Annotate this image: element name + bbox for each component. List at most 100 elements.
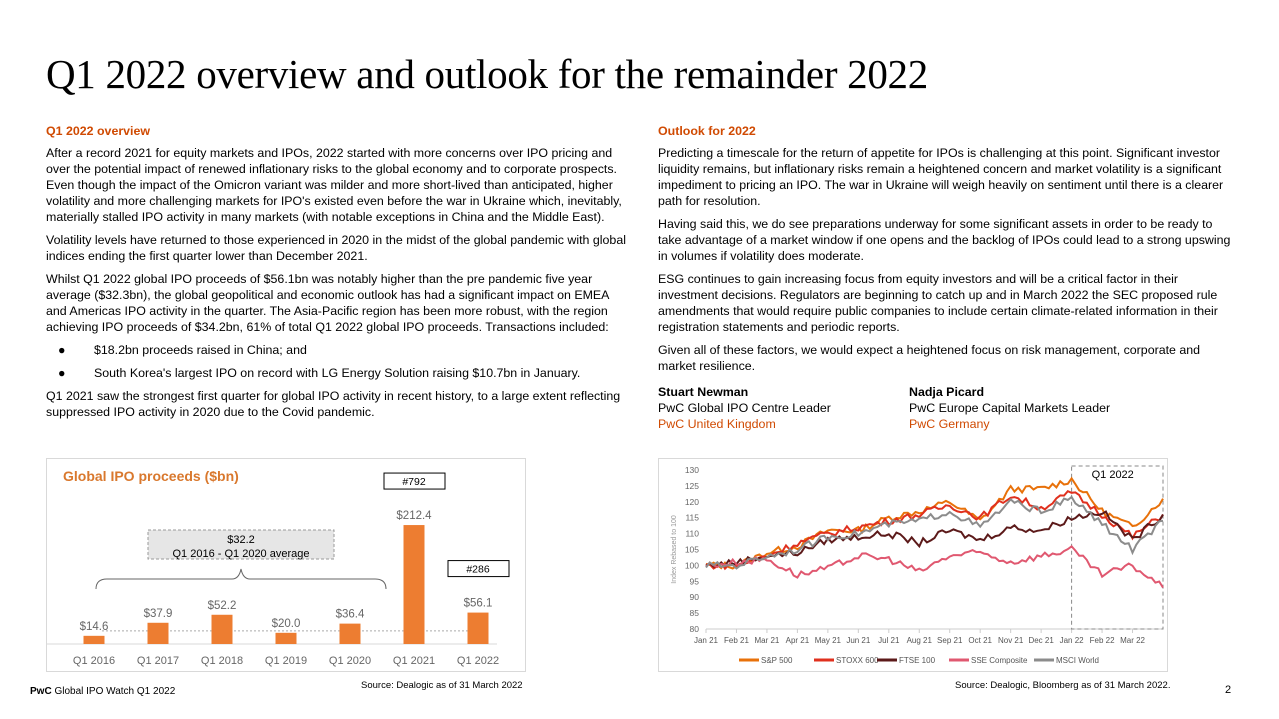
category-label: Q1 2022 — [457, 655, 499, 667]
x-tick-label: Oct 21 — [968, 636, 992, 645]
category-label: Q1 2017 — [137, 655, 179, 667]
signatories: Stuart Newman PwC Global IPO Centre Leade… — [658, 384, 1238, 432]
bar-chart-svg: Global IPO proceeds ($bn) $14.6 Q1 2016 $37… — [47, 468, 510, 667]
bullet-text: South Korea's largest IPO on record with… — [94, 366, 581, 380]
y-tick-label: 110 — [685, 529, 699, 539]
y-tick-label: 120 — [685, 497, 699, 507]
q1-2022-highlight-box — [1071, 465, 1164, 630]
x-tick-label: Apr 21 — [786, 636, 810, 645]
series-line — [705, 495, 1164, 570]
signatory-name: Nadja Picard — [909, 385, 985, 399]
paragraph: Given all of these factors, we would exp… — [658, 343, 1201, 373]
y-tick-label: 95 — [690, 576, 700, 586]
paragraph: Q1 2021 saw the strongest first quarter … — [46, 389, 621, 419]
bar-value-label: $56.1 — [464, 598, 493, 610]
footer-text: Global IPO Watch Q1 2022 — [51, 686, 176, 697]
signatory-org: PwC United Kingdom — [658, 417, 776, 431]
outlook-section: Outlook for 2022 Predicting a timescale … — [658, 123, 1238, 432]
x-tick-label: Feb 22 — [1090, 636, 1115, 645]
footer-brand: PwC — [30, 686, 52, 697]
line-chart-source: Source: Dealogic, Bloomberg as of 31 Mar… — [955, 680, 1171, 691]
bar — [403, 525, 425, 644]
line-chart-svg: 80 85 90 95 100 105 110 115 120 125 130 Index Rebas… — [671, 465, 1164, 665]
legend-label: MSCI World — [1056, 656, 1099, 665]
bullet-text: $18.2bn proceeds raised in China; and — [94, 343, 307, 357]
x-tick-label: May 21 — [815, 636, 842, 645]
average-brace — [95, 568, 387, 590]
x-tick-label: Dec 21 — [1028, 636, 1054, 645]
bar — [339, 623, 361, 644]
signatory-role: PwC Europe Capital Markets Leader — [909, 401, 1111, 415]
signatory: Stuart Newman PwC Global IPO Centre Leade… — [658, 384, 909, 432]
series-line — [705, 510, 1164, 568]
bar — [147, 622, 169, 644]
series-line — [705, 489, 1164, 571]
footer: PwC Global IPO Watch Q1 2022 — [30, 686, 175, 697]
legend-label: STOXX 600 — [836, 656, 879, 665]
section-heading: Outlook for 2022 — [658, 124, 756, 138]
paragraph: After a record 2021 for equity markets a… — [46, 146, 622, 224]
signatory: Nadja Picard PwC Europe Capital Markets L… — [909, 384, 1160, 432]
bar — [211, 614, 233, 644]
y-tick-label: 100 — [685, 560, 699, 570]
x-tick-label: Jul 21 — [878, 636, 900, 645]
bar — [83, 635, 105, 644]
category-label: Q1 2020 — [329, 655, 371, 667]
deal-count-label: #792 — [402, 476, 426, 488]
legend-label: SSE Composite — [971, 656, 1028, 665]
signatory-name: Stuart Newman — [658, 385, 749, 399]
bar-value-label: $20.0 — [272, 618, 301, 630]
bar-value-label: $37.9 — [144, 608, 173, 620]
x-tick-label: Feb 21 — [724, 636, 749, 645]
paragraph: Whilst Q1 2022 global IPO proceeds of $5… — [46, 272, 609, 334]
y-tick-label: 115 — [685, 513, 699, 523]
signatory-org: PwC Germany — [909, 417, 990, 431]
deal-count-box — [447, 560, 510, 578]
y-axis-label: Index Rebased to 100 — [671, 515, 678, 584]
x-tick-label: Jan 22 — [1060, 636, 1085, 645]
x-tick-label: Mar 21 — [754, 636, 779, 645]
paragraph: ESG continues to gain increasing focus f… — [658, 272, 1218, 334]
category-label: Q1 2021 — [393, 655, 435, 667]
deal-count-label: #286 — [466, 564, 490, 576]
x-tick-label: Mar 22 — [1120, 636, 1145, 645]
paragraph: Predicting a timescale for the return of… — [658, 146, 1224, 208]
y-tick-label: 125 — [685, 481, 699, 491]
signatory-role: PwC Global IPO Centre Leader — [658, 401, 831, 415]
deal-count-box — [383, 472, 446, 490]
bar-value-label: $36.4 — [336, 609, 365, 621]
section-heading: Q1 2022 overview — [46, 124, 151, 138]
y-tick-label: 90 — [690, 592, 700, 602]
y-tick-label: 105 — [685, 545, 699, 555]
bar-value-label: $14.6 — [80, 621, 109, 633]
x-tick-label: Jun 21 — [846, 636, 871, 645]
legend-label: FTSE 100 — [899, 656, 936, 665]
bar — [275, 632, 297, 644]
y-tick-label: 130 — [685, 465, 699, 475]
ipo-proceeds-chart: Global IPO proceeds ($bn) $14.6 Q1 2016 $37… — [46, 458, 526, 672]
q1-overview-section: Q1 2022 overview After a record 2021 for… — [46, 123, 626, 427]
page-title: Q1 2022 overview and outlook for the rem… — [46, 51, 928, 97]
average-value: $32.2 — [227, 534, 255, 546]
bullet-item: ● $18.2bn proceeds raised in China; and — [58, 343, 307, 357]
bullet-item: ● South Korea's largest IPO on record wit… — [58, 366, 581, 380]
legend-label: S&P 500 — [761, 656, 793, 665]
paragraph: Having said this, we do see preparations… — [658, 217, 1231, 263]
x-tick-label: Jan 21 — [694, 636, 719, 645]
average-label: Q1 2016 - Q1 2020 average — [173, 548, 310, 560]
bar — [467, 612, 489, 644]
chart-title: Global IPO proceeds ($bn) — [63, 468, 239, 484]
bar-value-label: $52.2 — [208, 600, 237, 612]
paragraph: Volatility levels have returned to those… — [46, 233, 626, 263]
bar-chart-source: Source: Dealogic as of 31 March 2022 — [361, 680, 523, 691]
page-number: 2 — [1225, 684, 1232, 696]
highlight-label: Q1 2022 — [1092, 469, 1134, 481]
y-tick-label: 80 — [690, 624, 700, 634]
index-performance-chart: 80 85 90 95 100 105 110 115 120 125 130 Index Rebas… — [658, 458, 1168, 672]
category-label: Q1 2019 — [265, 655, 307, 667]
x-tick-label: Sep 21 — [937, 636, 963, 645]
series-line — [705, 544, 1164, 589]
x-tick-label: Nov 21 — [998, 636, 1024, 645]
category-label: Q1 2018 — [201, 655, 243, 667]
bar-value-label: $212.4 — [396, 510, 432, 522]
